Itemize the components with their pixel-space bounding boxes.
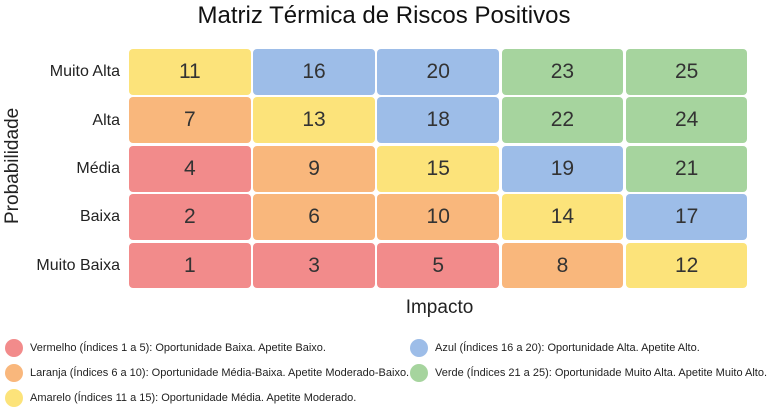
row-label: Média	[76, 160, 120, 177]
heatmap-cell: 8	[501, 242, 624, 289]
legend-text: Verde (Índices 21 a 25): Oportunidade Mu…	[435, 367, 768, 379]
heatmap-cell: 9	[253, 145, 375, 192]
heatmap-cell: 19	[501, 145, 624, 192]
heatmap-cell: 11	[129, 49, 251, 95]
heatmap-cell: 17	[625, 194, 748, 241]
heatmap-cell: 18	[377, 97, 500, 144]
heatmap-cell: 2	[129, 194, 251, 241]
legend-swatch	[5, 364, 23, 382]
x-axis-label: Impacto	[405, 297, 474, 318]
chart-title: Matriz Térmica de Riscos Positivos	[197, 2, 571, 29]
legend-swatch	[5, 339, 23, 357]
heatmap-cell: 24	[625, 97, 748, 144]
legend-item: Amarelo (Índices 11 a 15): Oportunidade …	[5, 389, 356, 407]
legend-item: Laranja (Índices 6 a 10): Oportunidade M…	[5, 364, 409, 382]
legend-text: Amarelo (Índices 11 a 15): Oportunidade …	[30, 392, 357, 404]
legend-text: Azul (Índices 16 a 20): Oportunidade Alt…	[435, 342, 700, 354]
row-label: Baixa	[79, 208, 120, 226]
heatmap-cell: 25	[625, 49, 748, 95]
heatmap-cell: 23	[501, 49, 624, 95]
heatmap-cell: 10	[377, 194, 500, 241]
heatmap-cell: 21	[625, 145, 748, 192]
row-label: Muito Alta	[49, 63, 120, 81]
heatmap-cell: 1	[129, 242, 251, 289]
heatmap-cell: 3	[253, 242, 375, 289]
legend-item: Verde (Índices 21 a 25): Oportunidade Mu…	[410, 364, 767, 382]
heatmap-cell: 12	[625, 242, 748, 289]
row-label: Muito Baixa	[36, 256, 120, 274]
y-axis-label: Probabilidade	[2, 107, 23, 224]
heatmap-cell: 15	[377, 145, 500, 192]
legend-swatch	[410, 364, 428, 382]
heatmap-cell: 4	[129, 145, 251, 192]
legend-item: Azul (Índices 16 a 20): Oportunidade Alt…	[410, 339, 700, 357]
heatmap-cell: 20	[377, 49, 500, 95]
heatmap-cell: 6	[253, 194, 375, 241]
heatmap-cell: 16	[253, 49, 375, 95]
legend-swatch	[5, 389, 23, 407]
heatmap-cell: 22	[501, 97, 624, 144]
row-label: Alta	[92, 111, 120, 129]
legend-text: Vermelho (Índices 1 a 5): Oportunidade B…	[30, 342, 326, 354]
heatmap-cell: 7	[129, 97, 251, 144]
heatmap-cell: 14	[501, 194, 624, 241]
legend-item: Vermelho (Índices 1 a 5): Oportunidade B…	[5, 339, 326, 357]
legend-text: Laranja (Índices 6 a 10): Oportunidade M…	[30, 367, 410, 379]
legend-swatch	[410, 339, 428, 357]
heatmap-cell: 5	[377, 242, 500, 289]
heatmap-cell: 13	[253, 97, 375, 144]
